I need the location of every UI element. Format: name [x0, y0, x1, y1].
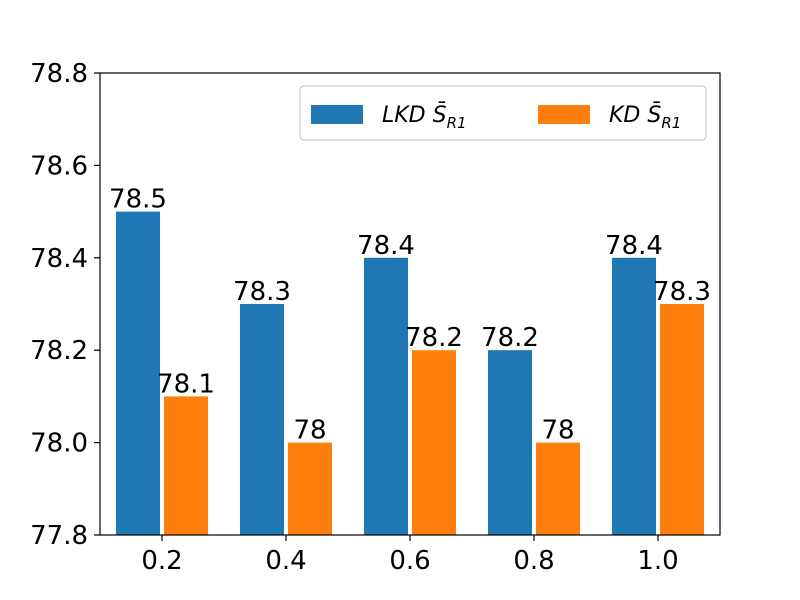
x-tick-label-0.8: 0.8 [513, 546, 554, 576]
bars-layer [116, 211, 704, 535]
y-axis: 77.8 78.0 78.2 78.4 78.6 78.8 [30, 59, 100, 551]
bar-lkd-0.8 [488, 350, 532, 535]
legend-box [299, 85, 707, 141]
bar-kd-0.2 [164, 396, 208, 535]
legend-label-lkd: LKD S̄R1 [382, 102, 467, 132]
data-label-kd-1.0: 78.3 [653, 277, 711, 307]
bar-lkd-0.2 [116, 211, 160, 535]
data-label-kd-0.8: 78 [541, 416, 574, 446]
data-label-kd-0.6: 78.2 [405, 323, 463, 353]
y-tick-label-77.8: 77.8 [30, 521, 88, 551]
y-tick-label-78.6: 78.6 [30, 151, 88, 181]
x-tick-label-0.4: 0.4 [265, 546, 306, 576]
legend: LKD S̄R1 KD S̄R1 [299, 85, 707, 141]
x-tick-label-1.0: 1.0 [637, 546, 678, 576]
legend-label-kd: KD S̄R1 [609, 102, 681, 132]
bar-kd-0.4 [288, 442, 332, 535]
x-axis: 0.2 0.4 0.6 0.8 1.0 [141, 535, 679, 576]
y-tick-label-78.2: 78.2 [30, 336, 88, 366]
x-tick-label-0.2: 0.2 [141, 546, 182, 576]
bar-kd-1.0 [660, 304, 704, 535]
data-label-lkd-0.6: 78.4 [357, 231, 415, 261]
data-label-lkd-1.0: 78.4 [605, 231, 663, 261]
data-labels-layer: 78.5 78.1 78.3 78 78.4 78.2 78.2 78 78.4 78.3 [109, 185, 711, 446]
bar-lkd-0.4 [240, 304, 284, 535]
data-label-kd-0.2: 78.1 [157, 369, 215, 399]
data-label-lkd-0.4: 78.3 [233, 277, 291, 307]
y-tick-label-78.4: 78.4 [30, 244, 88, 274]
legend-swatch-lkd [311, 105, 363, 124]
x-tick-label-0.6: 0.6 [389, 546, 430, 576]
y-tick-label-78.0: 78.0 [30, 429, 88, 459]
y-tick-label-78.8: 78.8 [30, 59, 88, 89]
legend-swatch-kd [538, 105, 590, 124]
data-label-kd-0.4: 78 [293, 416, 326, 446]
data-label-lkd-0.2: 78.5 [109, 185, 167, 215]
bar-lkd-1.0 [612, 257, 656, 535]
bar-lkd-0.6 [364, 257, 408, 535]
bar-kd-0.8 [536, 442, 580, 535]
data-label-lkd-0.8: 78.2 [481, 323, 539, 353]
bar-kd-0.6 [412, 350, 456, 535]
